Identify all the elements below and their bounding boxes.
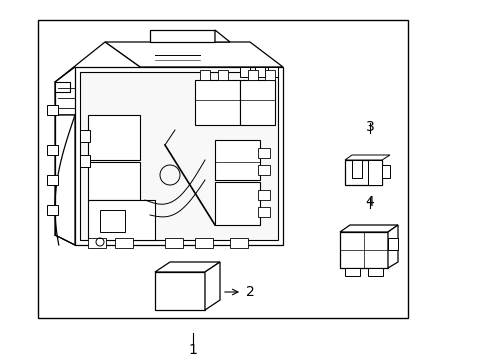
- Polygon shape: [80, 155, 90, 167]
- Polygon shape: [258, 148, 269, 158]
- Polygon shape: [204, 262, 220, 310]
- Text: 1: 1: [188, 343, 197, 357]
- Polygon shape: [55, 115, 75, 245]
- Polygon shape: [80, 130, 90, 142]
- Polygon shape: [345, 155, 389, 160]
- Polygon shape: [215, 182, 260, 225]
- Polygon shape: [47, 175, 58, 185]
- Polygon shape: [387, 225, 397, 268]
- Polygon shape: [47, 145, 58, 155]
- Polygon shape: [88, 200, 155, 240]
- Polygon shape: [150, 30, 215, 42]
- Polygon shape: [55, 42, 140, 115]
- Polygon shape: [155, 272, 204, 310]
- Polygon shape: [55, 82, 70, 92]
- Text: 3: 3: [365, 120, 374, 134]
- Polygon shape: [88, 115, 140, 160]
- Polygon shape: [367, 160, 381, 185]
- Polygon shape: [258, 207, 269, 217]
- Polygon shape: [387, 238, 397, 250]
- Polygon shape: [195, 80, 240, 125]
- Text: 2: 2: [245, 285, 254, 299]
- Polygon shape: [267, 67, 278, 77]
- Polygon shape: [240, 67, 249, 77]
- Polygon shape: [254, 67, 264, 77]
- Polygon shape: [88, 162, 140, 200]
- Bar: [38, 20, 407, 318]
- Polygon shape: [195, 238, 213, 248]
- Polygon shape: [339, 225, 397, 232]
- Polygon shape: [47, 105, 58, 115]
- Polygon shape: [229, 238, 247, 248]
- Polygon shape: [100, 210, 125, 232]
- Polygon shape: [381, 165, 389, 178]
- Polygon shape: [339, 232, 387, 268]
- Polygon shape: [80, 72, 278, 240]
- Polygon shape: [258, 165, 269, 175]
- Polygon shape: [351, 160, 361, 178]
- Polygon shape: [218, 70, 227, 80]
- Polygon shape: [215, 30, 229, 42]
- Polygon shape: [240, 80, 274, 125]
- Polygon shape: [47, 205, 58, 215]
- Polygon shape: [367, 268, 382, 276]
- Polygon shape: [75, 67, 283, 245]
- Polygon shape: [258, 190, 269, 200]
- Polygon shape: [215, 140, 260, 180]
- Polygon shape: [88, 238, 106, 248]
- Polygon shape: [115, 238, 133, 248]
- Polygon shape: [105, 42, 283, 67]
- Polygon shape: [345, 268, 359, 276]
- Polygon shape: [155, 262, 220, 272]
- Polygon shape: [345, 160, 381, 185]
- Polygon shape: [200, 70, 209, 80]
- Polygon shape: [247, 70, 258, 80]
- Text: 4: 4: [365, 195, 374, 209]
- Polygon shape: [164, 238, 183, 248]
- Polygon shape: [264, 70, 274, 80]
